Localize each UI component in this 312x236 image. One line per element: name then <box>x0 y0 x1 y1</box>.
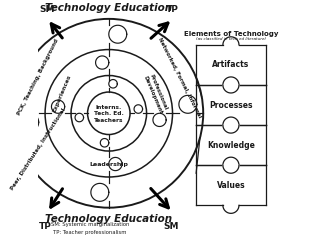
Text: TP: TP <box>39 222 52 231</box>
Text: TP: TP <box>166 5 178 14</box>
Text: Leadership: Leadership <box>89 161 128 167</box>
Polygon shape <box>223 165 239 173</box>
Polygon shape <box>223 77 239 85</box>
Polygon shape <box>223 125 239 133</box>
Text: SM: SM <box>163 222 178 231</box>
Text: Technology Education: Technology Education <box>45 3 172 13</box>
Text: Elements of Technology: Elements of Technology <box>184 31 278 37</box>
Text: Tech. Ed.: Tech. Ed. <box>94 111 124 117</box>
Text: Values: Values <box>217 181 245 190</box>
Text: (as classified in tech ed literature): (as classified in tech ed literature) <box>196 37 266 41</box>
Text: TP: Teacher professionalism: TP: Teacher professionalism <box>53 230 127 235</box>
Text: Technology Education: Technology Education <box>45 214 172 223</box>
Text: SM: Systemic marginalization: SM: Systemic marginalization <box>51 222 129 227</box>
Text: Knowledge: Knowledge <box>207 141 255 150</box>
Text: Networked, Formal, Informal: Networked, Formal, Informal <box>157 36 202 118</box>
Text: Interns.: Interns. <box>96 105 122 110</box>
Text: Processes: Processes <box>209 101 253 110</box>
Text: Peer, Distributed, Instructional: Peer, Distributed, Instructional <box>10 107 67 191</box>
Text: Experiences: Experiences <box>52 74 72 113</box>
Text: PCK, Teaching, Background: PCK, Teaching, Background <box>17 38 60 116</box>
Polygon shape <box>223 85 239 93</box>
Polygon shape <box>223 157 239 165</box>
Text: Professional
Development: Professional Development <box>143 72 168 114</box>
Polygon shape <box>223 117 239 125</box>
Text: SM: SM <box>39 5 55 14</box>
Text: Teachers: Teachers <box>94 118 124 123</box>
Text: Artifacts: Artifacts <box>212 60 250 69</box>
